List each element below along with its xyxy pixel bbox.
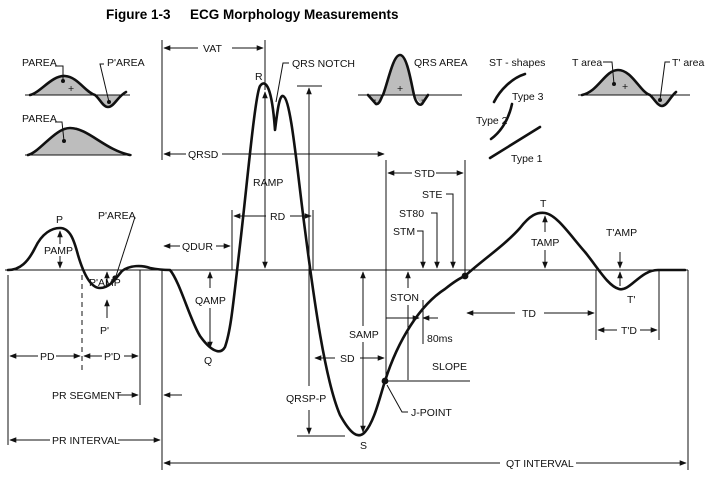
p-d-label: PD bbox=[40, 351, 55, 363]
t-prime-amp-label: T'AMP bbox=[606, 227, 637, 239]
p-prime-dot bbox=[112, 275, 118, 281]
st-type1-label: Type 1 bbox=[511, 153, 543, 165]
s-d-label: SD bbox=[340, 353, 355, 365]
figure-title: ECG Morphology Measurements bbox=[190, 7, 399, 22]
t-area-minus: - bbox=[651, 92, 655, 104]
pr-interval-label: PR INTERVAL bbox=[52, 435, 120, 447]
p-area-bottom-label: PAREA bbox=[22, 113, 57, 125]
p-prime-area-main-label: P'AREA bbox=[98, 210, 136, 222]
t-area-label: T area bbox=[572, 57, 602, 69]
t-area-inset: + - T area T' area bbox=[572, 57, 705, 108]
t-amp-label: TAMP bbox=[531, 237, 559, 249]
p-prime-d-label: P'D bbox=[104, 351, 121, 363]
qrs-notch-label: QRS NOTCH bbox=[292, 58, 355, 70]
p-amp-label: PAMP bbox=[44, 245, 73, 257]
qrs-pp-label: QRSP-P bbox=[286, 393, 326, 405]
p-area-plus: + bbox=[68, 83, 74, 95]
t-prime-area-label: T' area bbox=[672, 57, 705, 69]
q-label: Q bbox=[204, 355, 212, 367]
t-prime-d-label: T'D bbox=[621, 325, 637, 337]
p-area-inset-bottom: PAREA bbox=[22, 113, 132, 157]
slope-label: SLOPE bbox=[432, 361, 467, 373]
p-area-minus: - bbox=[98, 94, 102, 106]
q-dur-label: QDUR bbox=[182, 241, 213, 253]
st-e-label: STE bbox=[422, 189, 442, 201]
qrs-area-minus-left: - bbox=[373, 94, 377, 106]
qrs-area-plus: + bbox=[397, 83, 403, 95]
st-on-label: STON bbox=[390, 292, 419, 304]
t-label: T bbox=[540, 198, 547, 210]
p-prime-label: P' bbox=[100, 325, 109, 337]
t-d-label: TD bbox=[522, 308, 536, 320]
st-shapes-title: ST - shapes bbox=[489, 57, 545, 69]
s-label: S bbox=[360, 440, 367, 452]
qrs-area-label: QRS AREA bbox=[414, 57, 468, 69]
r-amp-label: RAMP bbox=[253, 177, 283, 189]
s-amp-label: SAMP bbox=[349, 329, 379, 341]
st-d-label: STD bbox=[414, 168, 435, 180]
p-prime-area-label: P'AREA bbox=[107, 57, 145, 69]
r-d-label: RD bbox=[270, 211, 286, 223]
st80-label: ST80 bbox=[399, 208, 424, 220]
pr-segment-label: PR SEGMENT bbox=[52, 390, 122, 402]
j-point-dot bbox=[381, 377, 389, 385]
measurement-arrows bbox=[9, 45, 687, 466]
r-label: R bbox=[255, 71, 263, 83]
p-area-label: PAREA bbox=[22, 57, 57, 69]
st-shapes-inset: ST - shapes Type 3 Type 2 Type 1 bbox=[476, 57, 545, 165]
p-area-inset-top: + - PAREA P'AREA bbox=[22, 57, 145, 109]
qrs-d-label: QRSD bbox=[188, 149, 219, 161]
st-m-label: STM bbox=[393, 226, 415, 238]
st-type3-label: Type 3 bbox=[512, 91, 544, 103]
vat-label: VAT bbox=[203, 43, 222, 55]
st-type2-label: Type 2 bbox=[476, 115, 508, 127]
qrs-area-minus-right: - bbox=[421, 94, 425, 106]
p-prime-amp-label: P'AMP bbox=[89, 277, 121, 289]
ecg-waveform bbox=[6, 82, 687, 437]
qt-interval-label: QT INTERVAL bbox=[506, 458, 574, 470]
j-point-label: J-POINT bbox=[411, 407, 452, 419]
qrs-area-inset: + - - QRS AREA bbox=[358, 53, 468, 106]
figure-number: Figure 1-3 bbox=[106, 7, 171, 22]
p-label: P bbox=[56, 214, 63, 226]
q-amp-label: QAMP bbox=[195, 295, 226, 307]
80ms-label: 80ms bbox=[427, 333, 453, 345]
t-prime-label: T' bbox=[627, 294, 635, 306]
t-area-plus: + bbox=[622, 81, 628, 93]
